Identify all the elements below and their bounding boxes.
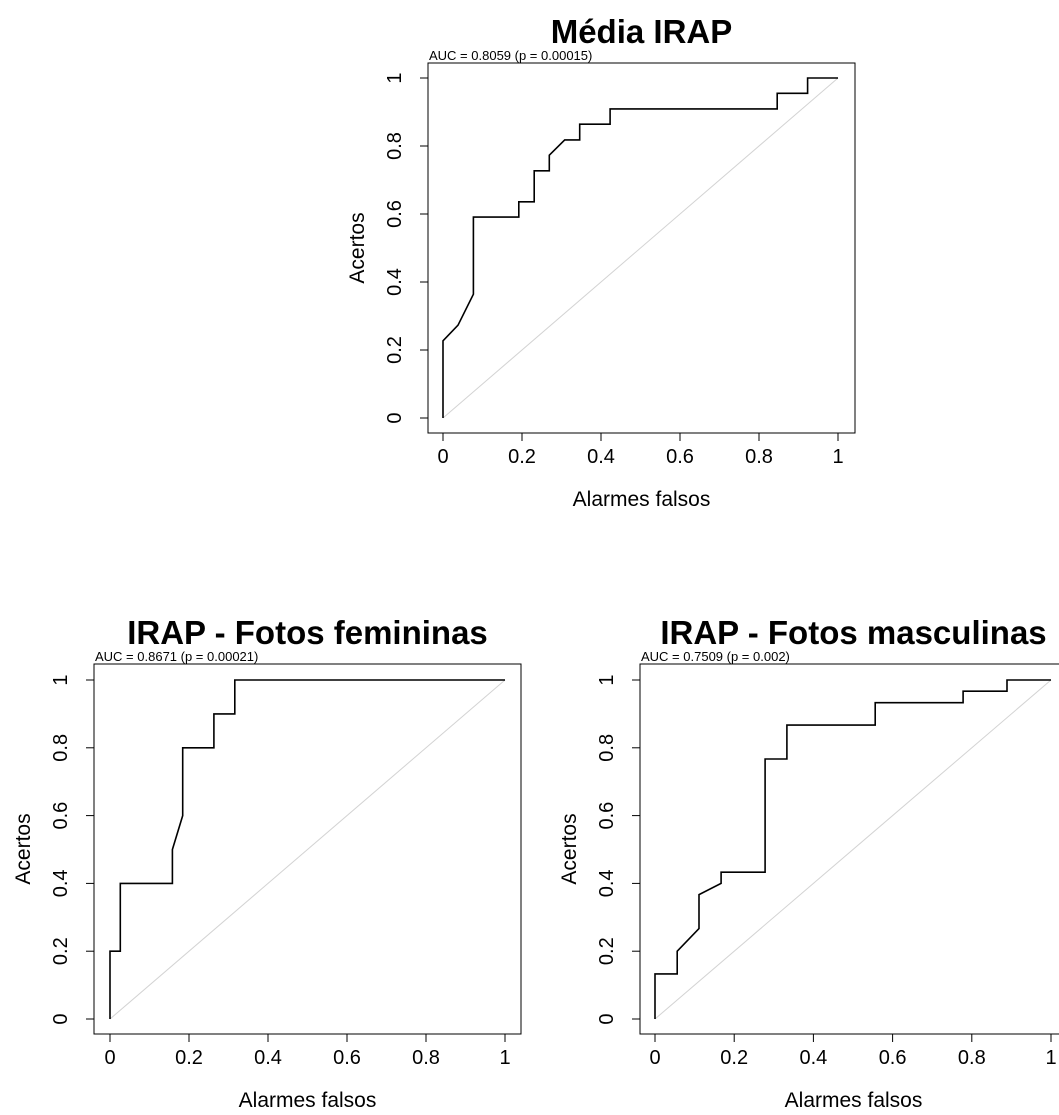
x-tick-label: 0 [104,1047,115,1069]
roc-curve-line [109,679,505,1019]
x-axis-title: Alarmes falsos [573,488,711,511]
y-tick-label: 0.2 [384,336,406,364]
y-tick-label: 0.2 [50,937,72,965]
y-tick-label: 0.4 [384,268,406,296]
x-tick-label: 0.2 [175,1047,203,1069]
x-axis-title: Alarmes falsos [239,1089,377,1112]
reference-diagonal [442,77,839,419]
y-tick-label: 0.2 [596,937,618,965]
x-tick-label: 0.4 [799,1047,827,1069]
roc-curve-line [442,77,838,418]
x-tick-label: 1 [499,1047,510,1069]
auc-annotation: AUC = 0.8671 (p = 0.00021) [95,649,258,664]
y-tick-label: 0.6 [596,802,618,830]
x-tick-label: 0.6 [879,1047,907,1069]
reference-diagonal [654,679,1052,1020]
roc-curve-line [654,679,1051,1019]
x-tick-label: 0.8 [958,1047,986,1069]
x-tick-label: 0 [437,446,448,468]
x-tick-label: 0.4 [587,446,615,468]
y-tick-label: 0.8 [384,132,406,160]
y-tick-label: 0.8 [596,734,618,762]
y-tick-label: 0.4 [50,869,72,897]
reference-diagonal [109,679,506,1020]
x-tick-label: 0.2 [720,1047,748,1069]
x-tick-label: 0.8 [745,446,773,468]
y-tick-label: 0.6 [50,802,72,830]
chart-title: IRAP - Fotos femininas [127,614,488,651]
y-tick-label: 0.4 [596,869,618,897]
y-tick-label: 1 [50,674,72,685]
y-axis-title: Acertos [558,813,581,884]
auc-annotation: AUC = 0.7509 (p = 0.002) [641,649,790,664]
x-tick-label: 0.2 [508,446,536,468]
y-tick-label: 0.8 [50,734,72,762]
x-axis-title: Alarmes falsos [785,1089,923,1112]
x-tick-label: 0.8 [412,1047,440,1069]
x-tick-label: 0.6 [666,446,694,468]
x-tick-label: 0.6 [333,1047,361,1069]
y-tick-label: 1 [596,674,618,685]
x-tick-label: 1 [832,446,843,468]
y-tick-label: 1 [384,72,406,83]
y-axis-title: Acertos [12,813,35,884]
chart-title: Média IRAP [551,13,733,50]
auc-annotation: AUC = 0.8059 (p = 0.00015) [429,48,592,63]
y-tick-label: 0.6 [384,200,406,228]
y-tick-label: 0 [50,1013,72,1024]
x-tick-label: 1 [1045,1047,1056,1069]
y-axis-title: Acertos [346,212,369,283]
y-tick-label: 0 [384,412,406,423]
chart-title: IRAP - Fotos masculinas [660,614,1046,651]
y-tick-label: 0 [596,1013,618,1024]
x-tick-label: 0.4 [254,1047,282,1069]
x-tick-label: 0 [649,1047,660,1069]
